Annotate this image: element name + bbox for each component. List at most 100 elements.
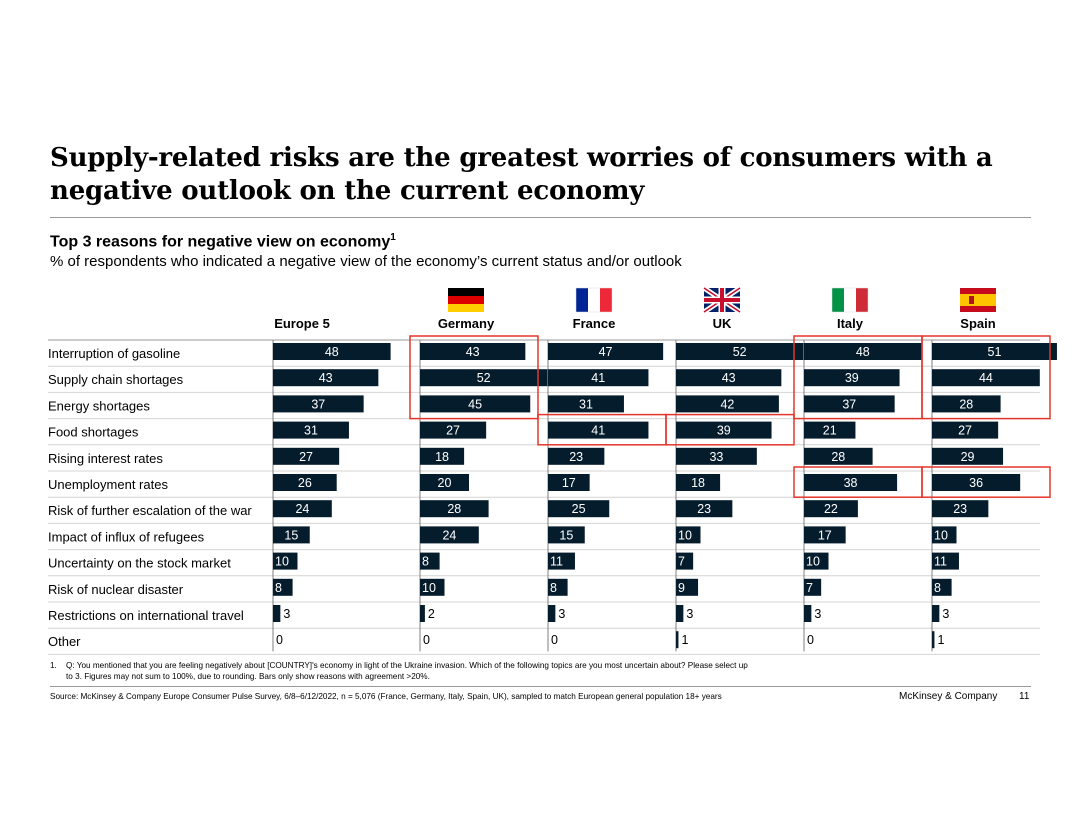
data-label: 1 bbox=[681, 633, 688, 647]
bar bbox=[932, 474, 1021, 491]
bar bbox=[420, 552, 440, 570]
italy-flag bbox=[831, 287, 869, 313]
bar bbox=[273, 526, 310, 544]
germany-flag bbox=[448, 288, 484, 312]
data-label: 1 bbox=[937, 633, 944, 647]
data-label: 0 bbox=[276, 633, 283, 647]
chart-subtitle-text: Top 3 reasons for negative view on econo… bbox=[50, 233, 391, 251]
series-header: UK bbox=[713, 316, 732, 331]
bar bbox=[273, 474, 337, 491]
bar bbox=[932, 343, 1057, 360]
data-label: 48 bbox=[325, 345, 339, 359]
data-label: 44 bbox=[979, 371, 993, 385]
data-label: 52 bbox=[733, 345, 747, 359]
bar bbox=[804, 447, 873, 465]
data-label: 41 bbox=[591, 371, 605, 385]
data-label: 23 bbox=[569, 450, 583, 464]
data-label: 18 bbox=[691, 476, 705, 490]
data-label: 36 bbox=[969, 476, 983, 490]
footnote-marker: 1 bbox=[390, 232, 396, 243]
bar bbox=[420, 421, 487, 439]
bar bbox=[273, 578, 293, 596]
category-label: Food shortages bbox=[48, 425, 139, 440]
bar bbox=[676, 369, 782, 387]
data-label: 0 bbox=[551, 633, 558, 647]
category-label: Other bbox=[48, 634, 81, 649]
page-number: 11 bbox=[1019, 691, 1030, 702]
bar bbox=[676, 526, 701, 544]
data-label: 31 bbox=[304, 424, 318, 438]
bar bbox=[273, 447, 340, 465]
data-label: 10 bbox=[275, 555, 289, 569]
bar bbox=[932, 552, 959, 570]
series-header: France bbox=[573, 316, 616, 331]
data-label: 21 bbox=[823, 424, 837, 438]
category-label: Energy shortages bbox=[48, 398, 150, 413]
highlight-box bbox=[665, 413, 795, 446]
category-label: Supply chain shortages bbox=[48, 372, 184, 387]
data-label: 3 bbox=[814, 607, 821, 621]
highlight-box bbox=[921, 335, 1051, 420]
data-label: 10 bbox=[934, 528, 948, 542]
data-label: 28 bbox=[831, 450, 845, 464]
data-label: 39 bbox=[717, 424, 731, 438]
series-header: Germany bbox=[438, 316, 495, 331]
data-label: 23 bbox=[953, 502, 967, 516]
series-header: Spain bbox=[960, 316, 995, 331]
data-label: 10 bbox=[422, 581, 436, 595]
data-label: 41 bbox=[591, 424, 605, 438]
data-label: 3 bbox=[283, 607, 290, 621]
data-label: 27 bbox=[958, 424, 972, 438]
data-label: 20 bbox=[438, 476, 452, 490]
data-label: 18 bbox=[435, 450, 449, 464]
data-label: 37 bbox=[311, 397, 325, 411]
source-note: Source: McKinsey & Company Europe Consum… bbox=[50, 692, 722, 701]
bar bbox=[420, 605, 425, 622]
data-label: 17 bbox=[562, 476, 576, 490]
footer-divider bbox=[50, 686, 1031, 687]
brand-name: McKinsey & Company bbox=[899, 691, 998, 702]
data-label: 28 bbox=[959, 397, 973, 411]
data-label: 8 bbox=[550, 581, 557, 595]
bar bbox=[932, 500, 989, 518]
bar bbox=[420, 343, 526, 360]
title-divider bbox=[50, 217, 1031, 218]
category-label: Uncertainty on the stock market bbox=[48, 556, 231, 571]
data-label: 2 bbox=[428, 607, 435, 621]
bar bbox=[676, 395, 779, 413]
data-label: 7 bbox=[678, 555, 685, 569]
bar bbox=[676, 631, 679, 649]
bar bbox=[932, 369, 1040, 387]
bar bbox=[273, 500, 332, 518]
bar bbox=[548, 578, 568, 596]
bar bbox=[932, 578, 952, 596]
bar bbox=[932, 395, 1001, 413]
data-label: 10 bbox=[806, 555, 820, 569]
chart-description: % of respondents who indicated a negativ… bbox=[50, 253, 682, 270]
bar bbox=[676, 605, 684, 622]
bar bbox=[804, 605, 812, 622]
france-flag bbox=[575, 287, 613, 313]
highlight-box bbox=[409, 335, 539, 420]
bar bbox=[548, 369, 649, 387]
data-label: 22 bbox=[824, 502, 838, 516]
bar bbox=[804, 474, 898, 491]
data-label: 24 bbox=[295, 502, 309, 516]
bar bbox=[273, 395, 364, 413]
bar bbox=[932, 447, 1004, 465]
bar bbox=[420, 395, 531, 413]
bar bbox=[804, 421, 856, 439]
bar bbox=[676, 343, 804, 360]
data-label: 15 bbox=[559, 528, 573, 542]
bar bbox=[676, 447, 757, 465]
category-label: Restrictions on international travel bbox=[48, 608, 244, 623]
bar bbox=[676, 500, 733, 518]
category-label: Risk of further escalation of the war bbox=[48, 503, 252, 518]
data-label: 26 bbox=[298, 476, 312, 490]
data-label: 29 bbox=[961, 450, 975, 464]
category-label: Unemployment rates bbox=[48, 477, 168, 492]
data-label: 27 bbox=[446, 424, 460, 438]
footnote: 1. Q: You mentioned that you are feeling… bbox=[50, 660, 750, 682]
data-label: 9 bbox=[678, 581, 685, 595]
bar-chart: Interruption of gasoline Supply chain sho… bbox=[48, 285, 1057, 655]
